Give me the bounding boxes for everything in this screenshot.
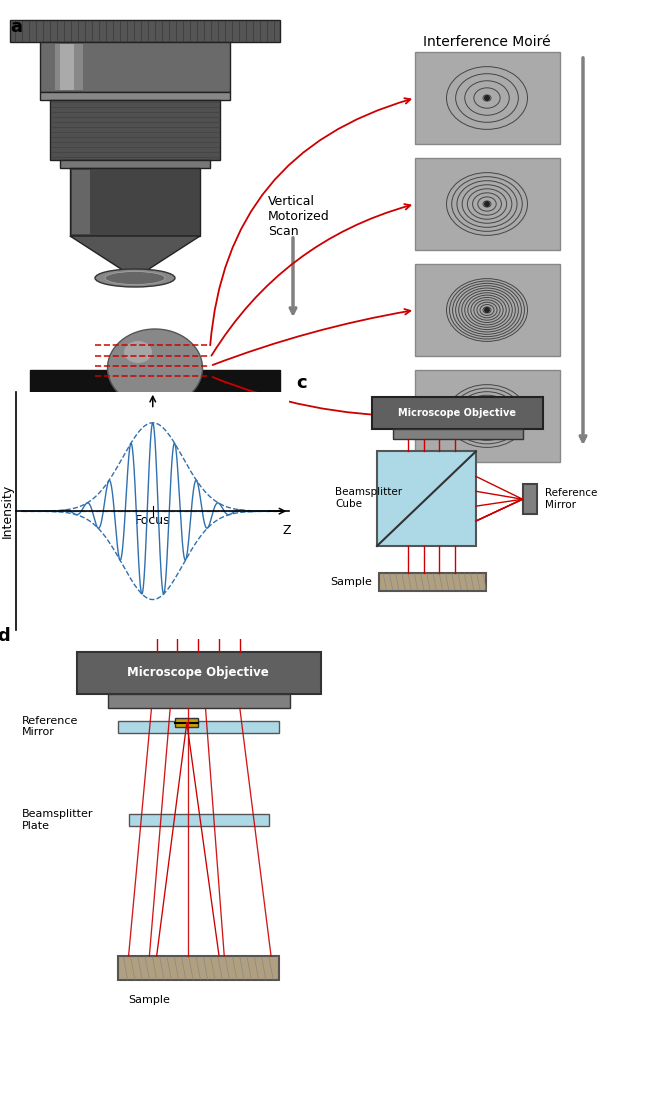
Text: Beamsplitter
Plate: Beamsplitter Plate [21,809,93,830]
Text: Sample: Sample [330,577,372,587]
Bar [70,168,200,236]
Bar [108,694,290,708]
Text: Vertical
Motorized
Scan: Vertical Motorized Scan [268,195,330,238]
Bar [379,573,486,591]
Circle shape [484,413,490,418]
Text: Reference
Mirror: Reference Mirror [21,716,78,737]
Text: d: d [0,627,10,645]
Bar [60,44,74,90]
Ellipse shape [107,329,203,407]
Circle shape [484,307,490,313]
Y-axis label: Intensity: Intensity [1,484,14,538]
Bar [55,44,83,90]
Bar [60,160,210,168]
Bar [415,370,560,462]
Bar [415,158,560,250]
Bar [10,20,280,42]
Bar [118,720,280,733]
Text: Microscope Objective: Microscope Objective [398,407,516,417]
Text: c: c [296,374,307,392]
Bar [176,717,198,727]
Bar [523,484,537,514]
Bar [50,100,220,160]
Bar [415,52,560,144]
Bar [377,452,476,546]
Circle shape [484,95,490,101]
Text: Interference Moiré: Interference Moiré [423,36,551,49]
Bar [40,42,230,92]
Text: Beamsplitter
Cube: Beamsplitter Cube [335,487,402,509]
Text: Reference
Mirror: Reference Mirror [545,488,598,509]
Ellipse shape [124,341,152,363]
Text: a: a [10,18,22,36]
Bar [118,956,280,980]
Text: Sample: Sample [129,995,170,1005]
Bar [77,652,321,694]
Polygon shape [70,236,200,278]
Circle shape [484,201,490,206]
Ellipse shape [95,269,175,287]
Bar [129,814,269,826]
Bar [40,92,230,100]
Text: Z: Z [282,524,291,537]
Ellipse shape [105,272,165,284]
Bar [393,428,523,438]
X-axis label: Focus: Focus [135,514,170,527]
Text: Microscope Objective: Microscope Objective [127,666,269,679]
Bar [372,396,543,428]
Bar [415,264,560,356]
Bar [72,170,90,234]
Bar [30,370,280,450]
